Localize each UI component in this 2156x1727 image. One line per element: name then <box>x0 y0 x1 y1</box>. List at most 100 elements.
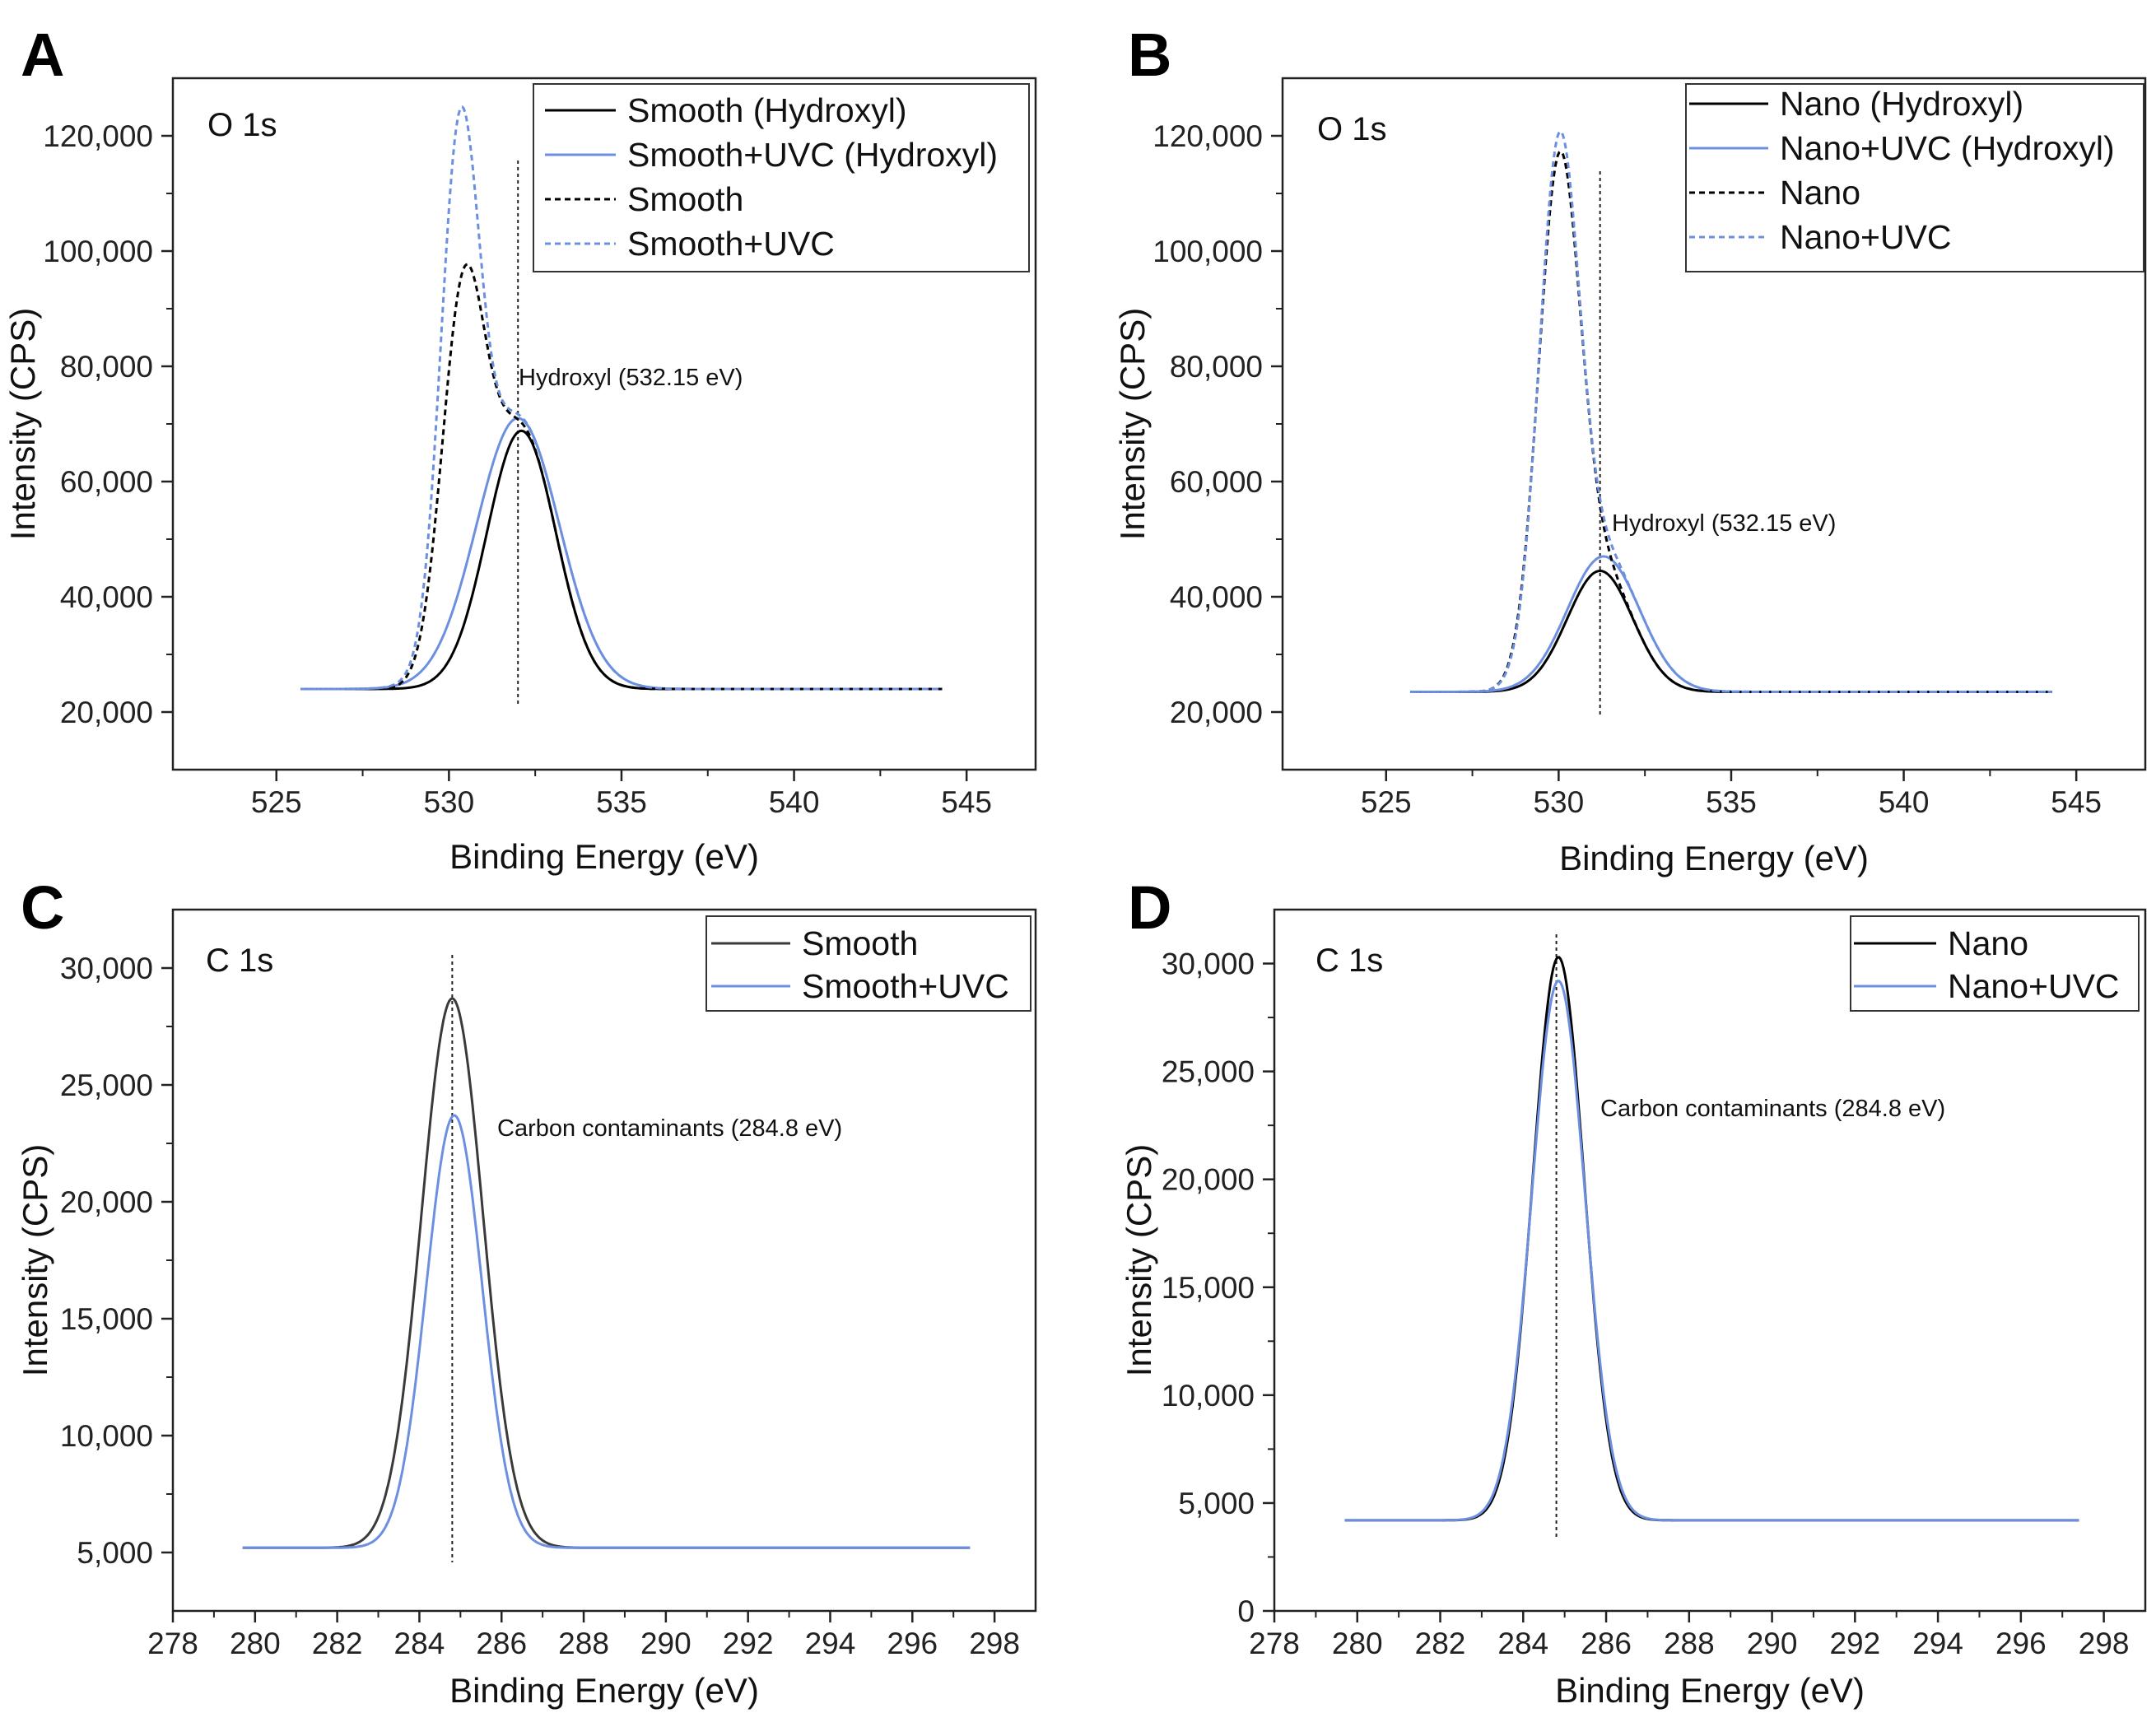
panel-b-legend-label: Nano+UVC <box>1780 218 1952 256</box>
panel-a-x-tick-label: 530 <box>423 785 474 819</box>
panel-a-legend-box <box>533 83 1030 272</box>
panel-b-x-axis-title: Binding Energy (eV) <box>1559 839 1869 877</box>
panel-c-y-tick-label: 30,000 <box>60 952 153 985</box>
panel-a-y-tick-label: 60,000 <box>60 465 153 499</box>
panel-c-x-tick-label: 290 <box>640 1627 692 1660</box>
panel-a-legend-label: Smooth+UVC <box>627 225 835 263</box>
panel-a-y-tick-label: 40,000 <box>60 580 153 614</box>
panel-c-y-tick-label: 10,000 <box>60 1419 153 1453</box>
panel-b-x-tick-label: 540 <box>1879 785 1930 819</box>
panel-d-y-tick-label: 20,000 <box>1162 1163 1255 1197</box>
panel-d-y-tick-label: 5,000 <box>1178 1487 1255 1520</box>
panel-d-legend-label: Nano <box>1948 924 2028 962</box>
panel-d-x-tick-label: 286 <box>1581 1627 1632 1660</box>
panel-a-x-tick-label: 540 <box>769 785 820 819</box>
panel-a-legend-label: Smooth+UVC (Hydroxyl) <box>627 136 998 174</box>
panel-a-y-axis-title: Intensity (CPS) <box>3 308 42 540</box>
panel-c-x-tick-label: 294 <box>805 1627 856 1660</box>
panel-d-x-tick-label: 294 <box>1912 1627 1963 1660</box>
panel-d-letter: D <box>1128 873 1171 942</box>
panel-b-y-tick-label: 60,000 <box>1170 465 1263 499</box>
panel-d-legend-label: Nano+UVC <box>1948 967 2120 1005</box>
panel-c-x-tick-label: 298 <box>969 1627 1020 1660</box>
panel-b-y-tick-label: 40,000 <box>1170 580 1263 614</box>
panel-d-x-tick-label: 298 <box>2079 1627 2130 1660</box>
panel-c-region-label: C 1s <box>206 943 273 979</box>
panel-a-legend-label: Smooth (Hydroxyl) <box>627 91 906 129</box>
panel-b-x-tick-label: 530 <box>1533 785 1584 819</box>
panel-a-series-smooth-uvc-hydroxyl <box>300 417 943 691</box>
panel-a-y-tick-label: 20,000 <box>60 696 153 729</box>
panel-d-y-tick-label: 10,000 <box>1162 1379 1255 1413</box>
panel-c-y-tick-label: 20,000 <box>60 1185 153 1219</box>
panel-d-x-tick-label: 282 <box>1415 1627 1466 1660</box>
panel-d-x-tick-label: 292 <box>1829 1627 1880 1660</box>
panel-c-x-tick-label: 278 <box>147 1627 198 1660</box>
panel-d-x-tick-label: 280 <box>1332 1627 1383 1660</box>
panel-b-y-tick-label: 20,000 <box>1170 696 1263 729</box>
panel-a-y-tick-label: 80,000 <box>60 350 153 384</box>
panel-d-series-nano <box>1344 956 2079 1522</box>
panel-c-x-axis-title: Binding Energy (eV) <box>449 1671 759 1710</box>
panel-d-x-axis-title: Binding Energy (eV) <box>1555 1671 1865 1710</box>
panel-a-series-smooth-hydroxyl <box>300 429 943 691</box>
panel-b-y-tick-label: 100,000 <box>1153 235 1263 268</box>
panel-d-y-tick-label: 30,000 <box>1162 947 1255 981</box>
panel-a-series-smooth <box>300 263 943 691</box>
panel-c-annotation: Carbon contaminants (284.8 eV) <box>497 1115 842 1142</box>
panel-a-region-label: O 1s <box>207 107 277 143</box>
panel-c-series-smooth <box>242 997 971 1549</box>
panel-c-x-tick-label: 288 <box>558 1627 609 1660</box>
panel-a-x-tick-label: 525 <box>251 785 302 819</box>
panel-c-letter: C <box>21 873 64 942</box>
panel-a-x-tick-label: 535 <box>596 785 647 819</box>
panel-b-series-nano-uvc-hydroxyl <box>1410 555 2052 693</box>
panel-d-x-tick-label: 288 <box>1664 1627 1715 1660</box>
panel-a-y-tick-label: 120,000 <box>43 119 153 153</box>
panel-c-legend-label: Smooth+UVC <box>802 967 1009 1005</box>
panel-b-x-tick-label: 545 <box>2051 785 2102 819</box>
panel-a-annotation: Hydroxyl (532.15 eV) <box>519 365 743 391</box>
panel-c-y-tick-label: 25,000 <box>60 1068 153 1102</box>
panel-c-x-tick-label: 280 <box>230 1627 281 1660</box>
panel-b-legend-label: Nano <box>1780 174 1860 212</box>
panel-d-plot-frame <box>1273 908 2147 1613</box>
panel-b-letter: B <box>1128 21 1171 89</box>
panel-c-legend-box <box>705 915 1031 1012</box>
panel-a-series-smooth-uvc <box>300 105 943 691</box>
panel-b-legend-label: Nano+UVC (Hydroxyl) <box>1780 129 2115 167</box>
panel-d-y-axis-title: Intensity (CPS) <box>1120 1144 1158 1376</box>
panel-c-x-tick-label: 296 <box>887 1627 938 1660</box>
panel-c-y-tick-label: 5,000 <box>77 1536 153 1570</box>
panel-d-legend-box <box>1850 915 2140 1012</box>
panel-b-legend-box <box>1685 83 2144 272</box>
panel-c-plot-frame <box>171 908 1037 1613</box>
panel-b-x-tick-label: 535 <box>1706 785 1757 819</box>
panel-d-x-tick-label: 296 <box>1995 1627 2047 1660</box>
panel-c-x-tick-label: 292 <box>723 1627 774 1660</box>
panel-b-region-label: O 1s <box>1317 111 1386 147</box>
panel-d-series-nano-uvc <box>1344 980 2079 1522</box>
panel-b-series-nano-uvc <box>1410 129 2052 693</box>
panel-d-x-tick-label: 278 <box>1249 1627 1300 1660</box>
panel-a-legend-label: Smooth <box>627 180 743 218</box>
panel-a-letter: A <box>21 21 64 89</box>
panel-a-x-tick-label: 545 <box>941 785 992 819</box>
panel-b-legend-label: Nano (Hydroxyl) <box>1780 85 2023 123</box>
panel-d-annotation: Carbon contaminants (284.8 eV) <box>1600 1096 1945 1122</box>
panel-d-x-tick-label: 290 <box>1747 1627 1798 1660</box>
panel-d-region-label: C 1s <box>1315 943 1383 979</box>
panel-c-series-smooth-uvc <box>242 1114 971 1549</box>
panel-c-x-tick-label: 282 <box>312 1627 363 1660</box>
panel-c-x-tick-label: 284 <box>394 1627 445 1660</box>
panel-a-x-axis-title: Binding Energy (eV) <box>449 837 759 876</box>
panel-b-annotation: Hydroxyl (532.15 eV) <box>1612 510 1836 537</box>
panel-b-y-tick-label: 120,000 <box>1153 119 1263 153</box>
panel-d-x-tick-label: 284 <box>1497 1627 1548 1660</box>
panel-a-y-tick-label: 100,000 <box>43 235 153 268</box>
panel-d-y-tick-label: 15,000 <box>1162 1271 1255 1305</box>
panel-b-x-tick-label: 525 <box>1361 785 1412 819</box>
panel-b-y-tick-label: 80,000 <box>1170 350 1263 384</box>
panel-c-y-axis-title: Intensity (CPS) <box>16 1144 54 1376</box>
